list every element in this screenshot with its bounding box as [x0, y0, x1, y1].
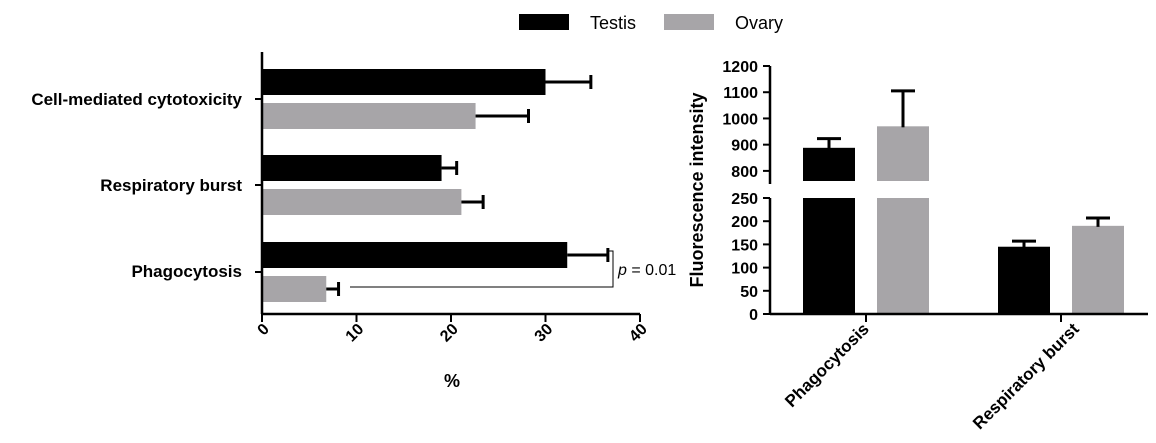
right-y-tick-label-0: 0	[749, 307, 758, 324]
left-x-axis-title: %	[444, 371, 460, 391]
left-category-label-0: Cell-mediated cytotoxicity	[31, 90, 242, 109]
right-y-tick-label-4: 200	[731, 214, 758, 231]
right-y-tick-label-6: 800	[731, 164, 758, 181]
left-x-tick-label-1: 10	[343, 321, 368, 346]
right-category-label-1: Respiratory burst	[969, 319, 1083, 433]
p-value-annotation: p = 0.01	[350, 250, 676, 288]
horizontal-bar-chart: 0 10 20 30 40 Cell-mediated cytotoxicity Res…	[31, 52, 676, 391]
left-x-tick-label-0: 0	[255, 321, 273, 339]
left-x-tick-label-2: 20	[437, 321, 462, 346]
legend-swatch-ovary	[664, 14, 714, 30]
p-value-number: = 0.01	[627, 262, 676, 279]
left-bar-ovary-2	[262, 276, 327, 302]
left-bar-ovary-0	[262, 103, 476, 129]
left-bar-testis-1	[262, 155, 442, 181]
legend-swatch-testis	[519, 14, 569, 30]
legend-label-ovary: Ovary	[735, 13, 783, 33]
right-y-tick-label-9: 1100	[723, 85, 758, 102]
left-x-tick-label-3: 30	[532, 321, 557, 346]
right-y-tick-label-8: 1000	[722, 111, 758, 128]
legend: Testis Ovary	[519, 13, 783, 33]
legend-label-testis: Testis	[590, 13, 636, 33]
right-bar-lower-testis-0	[803, 198, 855, 314]
right-bar-lower-ovary-0	[877, 198, 929, 314]
left-category-label-1: Respiratory burst	[100, 176, 242, 195]
left-category-label-2: Phagocytosis	[131, 262, 242, 281]
right-bar-testis-1	[998, 246, 1050, 314]
left-x-tick-label-4: 40	[626, 321, 651, 346]
left-bar-testis-2	[262, 242, 568, 268]
right-bar-upper-testis-0	[803, 147, 855, 181]
vertical-bar-chart: 0 50 100 150 200 250 800 900 1000 1100 1200 Fluore…	[687, 59, 1148, 433]
p-value-symbol: p	[617, 262, 627, 279]
right-y-tick-label-10: 1200	[722, 59, 758, 76]
p-value-label: p = 0.01	[617, 262, 676, 279]
left-bars	[262, 69, 610, 302]
right-y-tick-label-3: 150	[731, 237, 758, 254]
right-y-tick-label-7: 900	[731, 138, 758, 155]
right-y-tick-label-2: 100	[731, 261, 758, 278]
right-category-label-0: Phagocytosis	[781, 319, 873, 411]
left-bar-testis-0	[262, 69, 546, 95]
right-bars	[803, 89, 1124, 314]
right-y-axis-title: Fluorescence intensity	[687, 92, 707, 287]
right-bar-ovary-1	[1072, 225, 1124, 314]
significance-bracket	[350, 250, 614, 288]
left-bar-ovary-1	[262, 189, 462, 215]
left-ticks: 0 10 20 30 40	[255, 98, 651, 346]
right-ticks: 0 50 100 150 200 250 800 900 1000 1100 1200	[722, 59, 1062, 324]
right-y-tick-label-5: 250	[731, 191, 758, 208]
right-bar-upper-ovary-0	[877, 126, 929, 181]
right-y-tick-label-1: 50	[740, 284, 758, 301]
